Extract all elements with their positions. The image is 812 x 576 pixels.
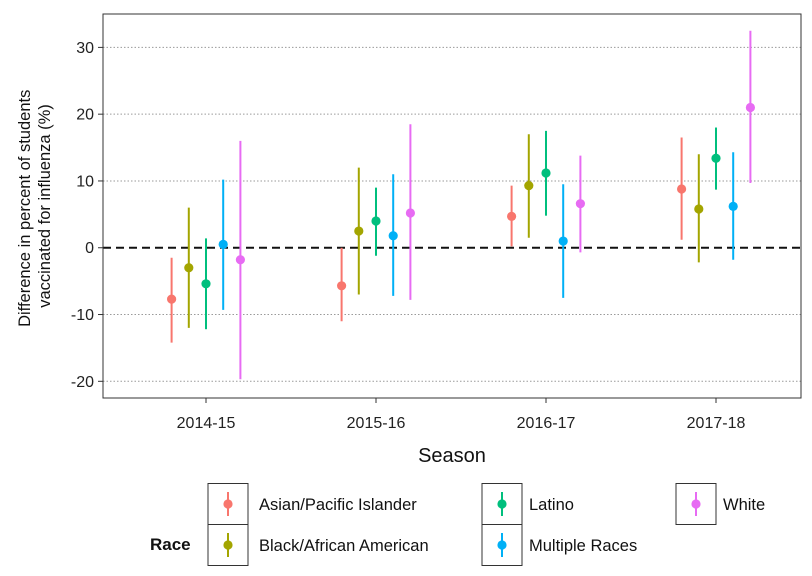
x-tick-label: 2014-15 <box>177 415 236 432</box>
plot-panel <box>102 13 802 399</box>
point-estimate <box>745 102 756 113</box>
point-estimate <box>167 294 177 304</box>
x-tick-label: 2017-18 <box>687 415 746 432</box>
legend-key-point <box>223 499 233 509</box>
legend-label: White <box>723 496 765 514</box>
y-tick-label: -10 <box>71 307 94 324</box>
y-tick-label: -20 <box>71 374 94 391</box>
point-estimate <box>541 168 551 178</box>
point-estimate <box>337 281 347 291</box>
point-estimate <box>354 226 364 236</box>
y-axis-title: Difference in percent of students vaccin… <box>16 85 54 327</box>
gridlines <box>103 46 801 382</box>
point-estimate <box>201 279 211 289</box>
x-axis-title: Season <box>418 445 486 467</box>
y-axis-title-line-2: vaccinated for influenza (%) <box>36 104 54 308</box>
y-tick-label: 30 <box>76 40 94 57</box>
legend-label: Asian/Pacific Islander <box>259 496 417 514</box>
point-estimate <box>218 239 228 249</box>
y-axis: -20 -10 0 10 20 30 <box>71 40 103 391</box>
y-axis-title-line-1: Difference in percent of students <box>16 90 34 327</box>
legend-label: Multiple Races <box>529 537 637 555</box>
legend-label: Black/African American <box>259 537 429 555</box>
point-estimate <box>235 255 245 265</box>
error-bars <box>167 30 756 380</box>
point-estimate <box>184 263 194 273</box>
legend-label: Latino <box>529 496 574 514</box>
point-estimate <box>677 184 687 194</box>
point-estimate <box>405 208 415 218</box>
point-estimate <box>728 201 738 211</box>
y-tick-label: 20 <box>76 107 94 124</box>
point-estimate <box>524 181 534 191</box>
legend-title: Race <box>150 535 191 554</box>
y-tick-label: 0 <box>85 240 94 257</box>
point-estimate <box>575 199 586 209</box>
point-estimate <box>558 236 568 246</box>
x-axis: 2014-15 2015-16 2016-17 2017-18 <box>177 398 746 432</box>
legend-key-point <box>497 540 507 550</box>
legend-key-point <box>497 499 507 509</box>
point-estimate <box>388 231 398 241</box>
legend-key-point <box>691 499 701 509</box>
point-estimate <box>507 211 517 221</box>
x-tick-label: 2015-16 <box>347 415 406 432</box>
legend-key-point <box>223 540 233 550</box>
point-estimate <box>694 204 704 214</box>
legend: Race Asian/Pacific Islander Black/African … <box>150 483 765 566</box>
point-estimate <box>371 216 381 226</box>
x-tick-label: 2016-17 <box>517 415 576 432</box>
point-estimate <box>711 153 721 163</box>
y-tick-label: 10 <box>76 173 94 190</box>
